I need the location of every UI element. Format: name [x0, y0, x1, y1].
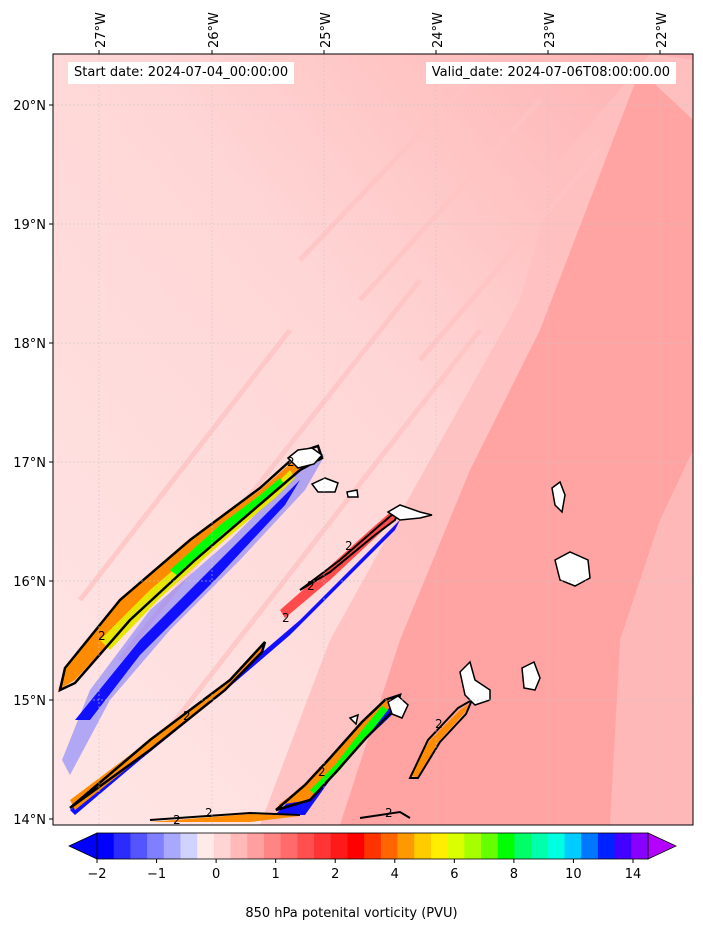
lon-label: 23°W	[543, 12, 558, 48]
lat-label: 17°N	[13, 456, 46, 471]
colorbar-cell	[631, 833, 649, 859]
contour-label: 2	[287, 455, 295, 469]
pv-filament-middle	[69, 507, 402, 815]
contour-label: 2	[282, 611, 290, 625]
contour-labels: 2 2 2 2 2 2 2 2 2 2 2	[98, 455, 443, 827]
contour-label: 2	[173, 813, 181, 827]
contour-label: 2	[98, 629, 106, 643]
start-date-label: Start date: 2024-07-04_00:00:00	[68, 62, 295, 84]
colorbar-cell	[247, 833, 265, 859]
lon-label: 24°W	[431, 12, 446, 48]
contour-label: 2	[385, 806, 393, 820]
colorbar-cell	[564, 833, 582, 859]
colorbar-tick-label: 10	[565, 867, 582, 882]
lat-label: 14°N	[13, 813, 46, 828]
lon-label: 25°W	[319, 12, 334, 48]
colorbar-cell	[380, 833, 399, 859]
colorbar-cell	[514, 833, 532, 859]
plot-frame	[52, 53, 694, 826]
colorbar-tick-label: 6	[450, 867, 458, 882]
graticule	[53, 54, 693, 825]
lon-label: 22°W	[655, 12, 670, 48]
colorbar-tick-label: 1	[272, 867, 280, 882]
colorbar-cell	[364, 833, 382, 859]
colorbar-cells	[97, 833, 649, 859]
contour-label: 2	[183, 709, 191, 723]
lat-label: 15°N	[13, 694, 46, 709]
colorbar-cell	[263, 833, 282, 859]
colorbar-cell	[297, 833, 315, 859]
colorbar-cell	[113, 833, 131, 859]
contour-label: 2	[345, 539, 353, 553]
colorbar-cell	[414, 833, 432, 859]
colorbar-extend-high	[647, 832, 677, 860]
pv-field: 2 2 2 2 2 2 2 2 2 2 2	[53, 54, 693, 827]
lon-label: 27°W	[94, 12, 109, 48]
colorbar-extend-low	[68, 832, 98, 860]
lon-label: 26°W	[207, 12, 222, 48]
lat-label: 16°N	[13, 575, 46, 590]
lon-axis: 27°W 26°W 25°W 24°W 23°W 22°W	[94, 12, 670, 54]
colorbar: −2 −1 0 1 2 4 6 8 10 14	[68, 832, 677, 882]
colorbar-cell	[97, 833, 115, 859]
colorbar-tick-label: 4	[391, 867, 399, 882]
colorbar-cell	[330, 833, 348, 859]
colorbar-cell	[213, 833, 232, 859]
colorbar-tick-label: −1	[147, 867, 166, 882]
colorbar-cell	[130, 833, 148, 859]
colorbar-cell	[447, 833, 465, 859]
colorbar-tick-label: 8	[510, 867, 518, 882]
colorbar-frame	[96, 832, 649, 860]
pv-filament-north	[58, 444, 325, 775]
valid-date-label: Valid_date: 2024-07-06T08:00:00.00	[425, 62, 676, 84]
lat-label: 18°N	[13, 337, 46, 352]
colorbar-cell	[531, 833, 549, 859]
pv-east-band	[610, 450, 693, 825]
colorbar-cell	[614, 833, 632, 859]
colorbar-tick-label: 2	[331, 867, 339, 882]
colorbar-cell	[197, 833, 215, 859]
colorbar-ticks: −2 −1 0 1 2 4 6 8 10 14	[87, 859, 641, 882]
contour-label: 2	[318, 765, 326, 779]
contour-label: 2	[307, 579, 315, 593]
colorbar-cell	[314, 833, 332, 859]
lat-axis: 20°N 19°N 18°N 17°N 16°N 15°N 14°N	[13, 99, 53, 828]
colorbar-tick-label: 14	[625, 867, 642, 882]
pv-inner-band	[340, 70, 693, 825]
colorbar-cell	[397, 833, 415, 859]
lat-label: 20°N	[13, 99, 46, 114]
colorbar-title: 850 hPa potenital vorticity (PVU)	[245, 906, 458, 921]
colorbar-cell	[430, 833, 449, 859]
colorbar-cell	[280, 833, 298, 859]
colorbar-cell	[180, 833, 198, 859]
coastlines	[286, 447, 591, 726]
pv-filament-south	[149, 693, 475, 822]
colorbar-cell	[481, 833, 499, 859]
colorbar-cell	[464, 833, 482, 859]
colorbar-cell	[581, 833, 599, 859]
colorbar-cell	[163, 833, 181, 859]
colorbar-cell	[347, 833, 365, 859]
colorbar-cell	[147, 833, 165, 859]
colorbar-tick-label: 0	[212, 867, 220, 882]
colorbar-cell	[230, 833, 248, 859]
colorbar-cell	[597, 833, 616, 859]
contour-label: 2	[435, 717, 443, 731]
colorbar-tick-label: −2	[87, 867, 106, 882]
colorbar-cell	[547, 833, 566, 859]
contour-label: 2	[205, 806, 213, 820]
colorbar-cell	[497, 833, 515, 859]
lat-label: 19°N	[13, 218, 46, 233]
